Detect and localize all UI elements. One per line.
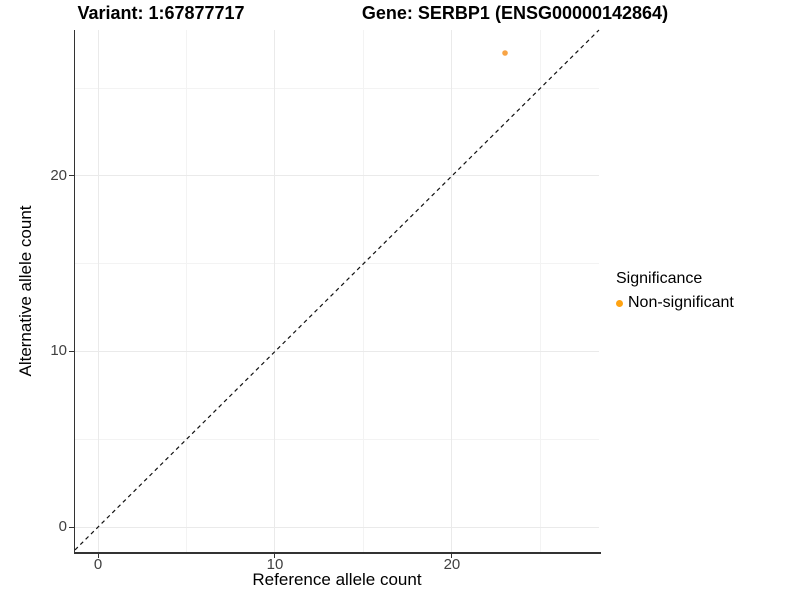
horizontal-gridline [75,263,599,265]
x-tick-mark [97,553,99,558]
horizontal-gridline [75,87,599,89]
plot-canvas [74,29,600,551]
vertical-gridline [539,30,541,552]
x-tick-label: 0 [93,556,103,573]
x-axis-title: Reference allele count [252,570,422,589]
y-axis-title: Alternative allele count [16,205,35,377]
y-tick-mark [69,350,74,352]
identity-reference-line [74,29,600,551]
horizontal-gridline [75,438,599,440]
y-tick-mark [69,526,74,528]
legend-marker-dot-icon [616,299,623,307]
x-axis-line [73,552,601,554]
y-tick-label: 0 [58,518,67,536]
gene-title: Gene: SERBP1 (ENSG00000142864) [361,3,669,23]
y-tick-mark [69,175,74,177]
horizontal-gridline [75,526,599,528]
legend-title: Significance [616,270,703,287]
y-tick-label: 10 [50,342,67,360]
legend-item-non-significant: Non-significant [616,294,734,312]
x-tick-mark [274,553,276,558]
x-tick-label: 20 [443,556,461,573]
legend-item-label: Non-significant [628,294,734,311]
vertical-gridline [451,30,453,552]
x-tick-mark [451,553,453,558]
horizontal-gridline [75,350,599,352]
vertical-gridline [185,30,187,552]
data-point [502,50,508,56]
legend: Significance Non-significant [616,270,734,312]
y-tick-label: 20 [50,166,67,184]
variant-title: Variant: 1:67877717 [77,3,245,23]
vertical-gridline [274,30,276,552]
vertical-gridline [97,30,99,552]
plot-panel [74,29,600,552]
vertical-gridline [362,30,364,552]
y-axis-line [73,30,75,554]
horizontal-gridline [75,175,599,177]
x-tick-label: 10 [266,556,284,573]
